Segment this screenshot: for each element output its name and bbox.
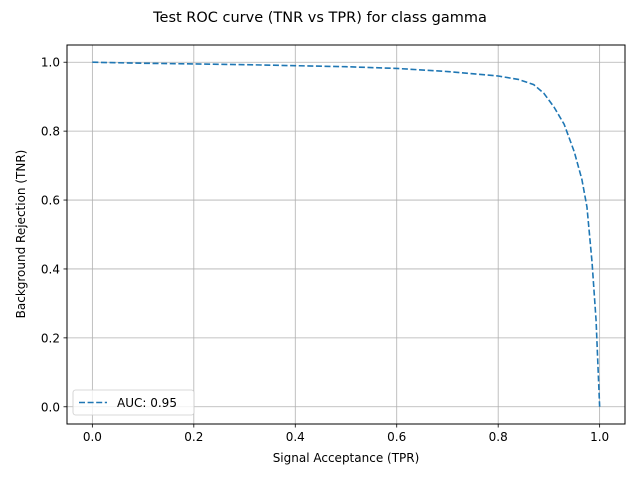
x-axis-label: Signal Acceptance (TPR): [273, 451, 420, 465]
plot-frame: [66, 44, 626, 425]
x-axis-ticks: 0.0 0.2 0.4 0.6 0.8 1.0: [83, 424, 609, 444]
y-tick-label: 1.0: [41, 56, 60, 70]
y-tick-label: 0.0: [41, 400, 60, 414]
legend-entry-label: AUC: 0.95: [117, 396, 177, 410]
x-tick-label: 1.0: [590, 430, 609, 444]
chart-title: Test ROC curve (TNR vs TPR) for class ga…: [152, 10, 487, 26]
legend-box: [72, 389, 195, 416]
x-tick-label: 0.0: [83, 430, 102, 444]
y-tick-label: 0.2: [41, 331, 60, 345]
x-tick-label: 0.6: [387, 430, 406, 444]
series-line-0: [92, 61, 601, 407]
y-tick-label: 0.8: [41, 125, 60, 139]
series-layer: [92, 61, 601, 407]
grid-lines: [67, 45, 625, 424]
x-tick-label: 0.4: [286, 430, 305, 444]
x-tick-label: 0.8: [489, 430, 508, 444]
y-tick-label: 0.4: [41, 262, 60, 276]
y-tick-label: 0.6: [41, 194, 60, 208]
legend: AUC: 0.95: [72, 389, 195, 416]
x-tick-label: 0.2: [184, 430, 203, 444]
y-axis-label: Background Rejection (TNR): [14, 150, 28, 319]
y-axis-ticks: 0.0 0.2 0.4 0.6 0.8 1.0: [41, 56, 67, 414]
